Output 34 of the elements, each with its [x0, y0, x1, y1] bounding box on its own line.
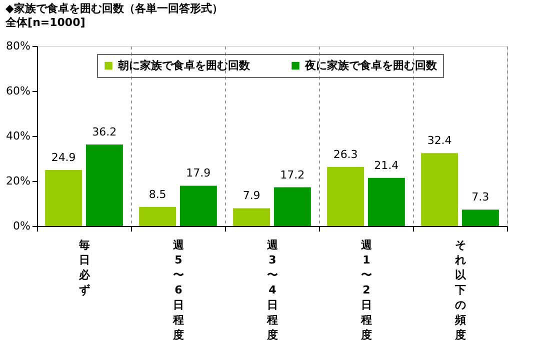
x-tick-label: 週5〜6日程度: [172, 238, 185, 342]
data-label: 17.9: [186, 166, 211, 180]
legend-label: 朝に家族で食卓を囲む回数: [117, 58, 251, 72]
bar: [462, 210, 499, 226]
bar: [368, 178, 405, 226]
bar: [274, 187, 311, 226]
data-label: 7.3: [472, 190, 490, 204]
chart-title: ◆家族で食卓を囲む回数（各単一回答形式）: [6, 2, 224, 15]
bar: [327, 166, 364, 226]
data-label: 26.3: [333, 148, 358, 161]
y-tick-label: 0%: [13, 220, 30, 232]
y-tick-label: 60%: [6, 84, 30, 98]
bar: [233, 208, 270, 226]
bar: [421, 153, 458, 226]
y-tick-label: 40%: [6, 130, 30, 142]
y-tick-label: 80%: [6, 40, 30, 52]
x-tick-label: 毎日必ず: [78, 238, 91, 296]
x-tick-label: それ以下の頻度: [454, 238, 467, 342]
data-label: 8.5: [148, 188, 166, 201]
legend-label: 夜に家族で食卓を囲む回数: [304, 58, 438, 72]
data-label: 32.4: [427, 134, 452, 148]
y-tick-label: 20%: [6, 174, 30, 188]
x-tick-label: 週1〜2日程度: [360, 238, 373, 342]
bar: [86, 144, 123, 226]
data-label: 17.2: [280, 168, 305, 182]
bar: [45, 170, 82, 226]
data-label: 36.2: [92, 126, 117, 139]
chart-subtitle: 全体[n=1000]: [4, 16, 86, 29]
data-label: 21.4: [374, 158, 399, 172]
bar: [139, 206, 176, 226]
x-tick-label: 週3〜4日程度: [266, 238, 279, 342]
data-label: 7.9: [242, 189, 260, 202]
bar: [180, 186, 217, 226]
data-label: 24.9: [51, 150, 76, 164]
